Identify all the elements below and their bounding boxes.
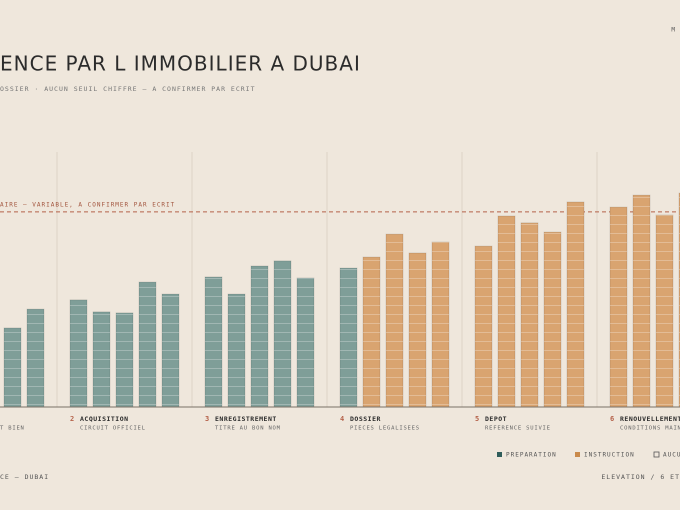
legend-label: PREPARATION <box>506 452 557 459</box>
bar-texture <box>274 260 291 407</box>
bar-texture <box>297 277 314 407</box>
bar-texture <box>409 252 426 407</box>
threshold-label: AIRE — VARIABLE, A CONFIRMER PAR ECRIT <box>0 201 175 208</box>
bar-texture <box>498 216 515 407</box>
bar-texture <box>139 282 156 407</box>
footer-right: ELEVATION / 6 ET <box>601 473 680 481</box>
group-name: RENOUVELLEMENT <box>620 415 680 423</box>
bar-texture <box>228 294 245 407</box>
bar-texture <box>205 276 222 407</box>
group-name: DOSSIER <box>350 415 381 423</box>
group-number: 3 <box>205 415 209 423</box>
bar-texture <box>340 268 357 407</box>
bar-texture <box>4 327 21 407</box>
corner-label: M <box>671 27 675 34</box>
group-number: 5 <box>475 415 479 423</box>
group-name: DEPOT <box>485 415 507 423</box>
chart-subtitle: OSSIER · AUCUN SEUIL CHIFFRE — A CONFIRM… <box>0 85 256 93</box>
bar-texture <box>116 312 133 407</box>
bar-texture <box>363 257 380 407</box>
legend-swatch <box>497 452 502 457</box>
bar-texture <box>93 311 110 407</box>
bar-texture <box>656 214 673 407</box>
group-subtitle: TITRE AU BON NOM <box>215 426 281 432</box>
bar-texture <box>432 242 449 407</box>
bar-texture <box>162 294 179 407</box>
bar-texture <box>610 207 627 407</box>
bar-texture <box>251 265 268 407</box>
bar-texture <box>544 232 561 407</box>
bar-texture <box>70 299 87 407</box>
legend-label: INSTRUCTION <box>584 452 635 459</box>
group-name: ENREGISTREMENT <box>215 415 277 423</box>
group-subtitle: T BIEN <box>0 426 25 432</box>
bar-texture <box>567 201 584 407</box>
group-number: 2 <box>70 415 74 423</box>
bar-texture <box>521 222 538 407</box>
legend-swatch <box>575 452 580 457</box>
group-name: ACQUISITION <box>80 415 129 423</box>
group-subtitle: CIRCUIT OFFICIEL <box>80 426 146 432</box>
group-number: 4 <box>340 415 344 423</box>
bar-texture <box>27 309 44 407</box>
footer-left: CE — DUBAI <box>0 473 49 481</box>
group-subtitle: CONDITIONS MAINT <box>620 426 680 432</box>
group-subtitle: PIECES LEGALISEES <box>350 426 420 432</box>
bar-texture <box>633 195 650 407</box>
bar-texture <box>386 234 403 407</box>
bar-texture <box>475 246 492 407</box>
legend-label: AUCU <box>663 452 680 459</box>
chart-title: ENCE PAR L IMMOBILIER A DUBAI <box>0 52 361 76</box>
group-number: 6 <box>610 415 614 423</box>
group-subtitle: REFERENCE SUIVIE <box>485 426 551 432</box>
legend-swatch <box>653 451 660 458</box>
